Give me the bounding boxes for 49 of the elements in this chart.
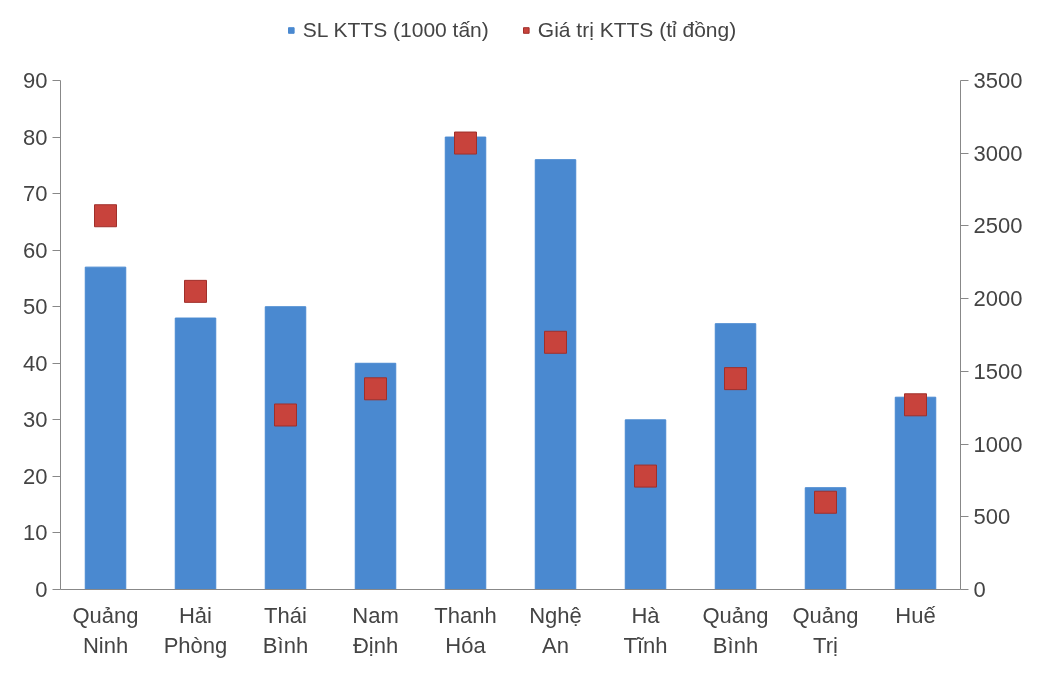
y-tick-label: 50	[23, 294, 48, 320]
y-tick-label: 0	[35, 577, 48, 602]
y2-tick-label: 2500	[973, 213, 1023, 239]
bar	[174, 317, 217, 590]
point	[274, 403, 297, 427]
bar	[714, 323, 757, 590]
y2-tick-label: 500	[973, 504, 1011, 530]
x-tick-label: Hà Tĩnh	[623, 602, 668, 658]
x-tick-label: Thái Bình	[262, 602, 309, 658]
x-tick-label: Quảng Trị	[792, 602, 859, 658]
point	[904, 393, 927, 417]
x-tick-label: Quảng Ninh	[72, 602, 139, 658]
y2-tick-label: 0	[973, 577, 986, 602]
point	[454, 131, 477, 155]
y-tick-label: 80	[23, 124, 48, 150]
point	[544, 330, 567, 354]
point	[724, 367, 747, 391]
x-tick-label: Quảng Bình	[702, 602, 769, 658]
bar	[84, 266, 127, 590]
y2-tick-label: 2000	[973, 286, 1023, 312]
bar	[534, 159, 577, 590]
y-tick-label: 40	[23, 350, 48, 376]
y-tick-label: 60	[23, 237, 48, 263]
y-tick-label: 70	[23, 181, 48, 207]
legend-label: SL KTTS (1000 tấn)	[302, 18, 489, 42]
x-tick-label: Nam Định	[352, 602, 399, 658]
y-tick-label: 10	[23, 520, 48, 546]
bar	[894, 396, 937, 590]
x-tick-label: Hải Phòng	[163, 602, 228, 658]
y2-tick-label: 1000	[973, 431, 1023, 457]
y-tick-label: 20	[23, 463, 48, 489]
point	[364, 377, 387, 401]
y-tick-label: 90	[23, 68, 48, 93]
y-tick-label: 30	[23, 407, 48, 433]
bar	[444, 136, 487, 590]
x-tick-label: Thanh Hóa	[434, 602, 497, 658]
point	[814, 490, 837, 514]
y2-tick-label: 3500	[973, 68, 1023, 93]
point	[184, 279, 207, 303]
point	[94, 204, 117, 228]
legend-label: Giá trị KTTS (tỉ đồng)	[537, 18, 737, 42]
bar	[354, 362, 397, 590]
y2-tick-label: 1500	[973, 358, 1023, 384]
bar	[624, 419, 667, 590]
x-tick-label: Huế	[895, 602, 936, 628]
y2-tick-label: 3000	[973, 140, 1023, 166]
bar	[264, 306, 307, 590]
x-tick-label: Nghệ An	[529, 602, 582, 658]
point	[634, 464, 657, 488]
